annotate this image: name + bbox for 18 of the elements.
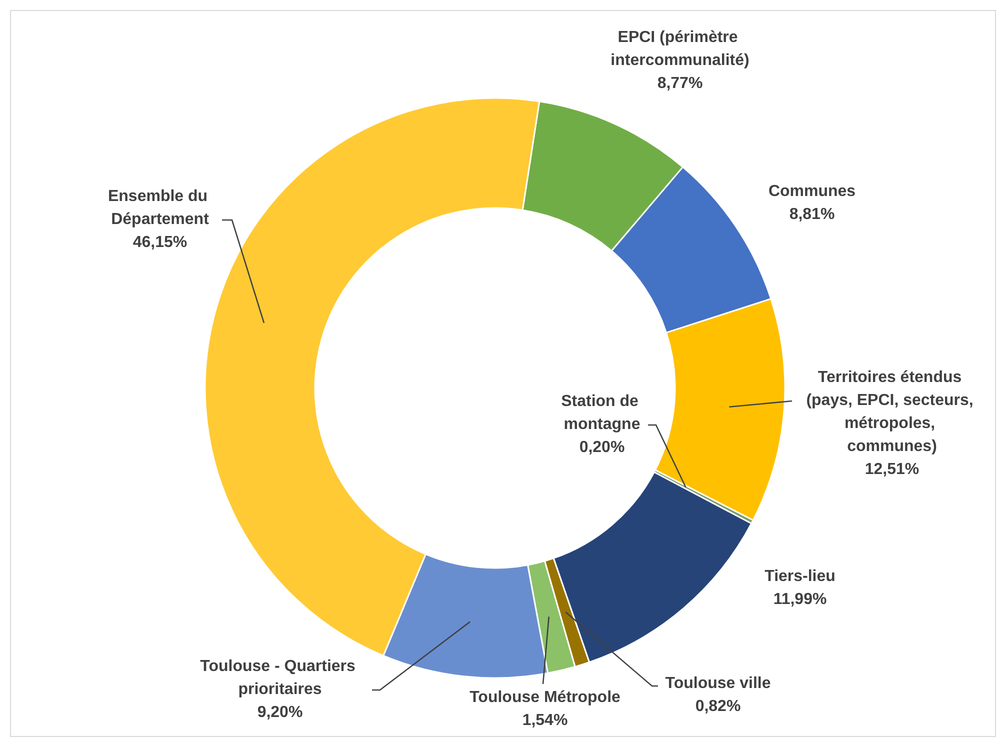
data-label: 8,81% — [789, 206, 835, 223]
data-label: 11,99% — [773, 591, 827, 608]
data-label: 0,82% — [695, 698, 741, 715]
data-label: 12,51% — [864, 461, 920, 478]
slice-label: Toulouse ville — [665, 675, 771, 692]
data-label: 8,77% — [657, 75, 703, 92]
slice-label: Station de montagne — [561, 393, 643, 433]
slice-label: Toulouse Métropole — [470, 689, 621, 706]
slice-label: Toulouse - Quartiers prioritaires — [200, 658, 360, 698]
slice-label: Tiers-lieu — [764, 568, 836, 585]
slice-label: Communes — [768, 183, 856, 200]
data-label: 0,20% — [579, 439, 625, 456]
slice-label: Ensemble du Département — [108, 188, 212, 228]
data-label: 1,54% — [522, 712, 568, 729]
slice-label: Territoires étendus (pays, EPCI, secteurs, métropoles, communes) — [806, 369, 978, 455]
slice-label: EPCI (périmètre intercommunalité) — [610, 29, 750, 69]
data-label: 9,20% — [257, 704, 303, 721]
data-label: 46,15% — [132, 234, 188, 251]
